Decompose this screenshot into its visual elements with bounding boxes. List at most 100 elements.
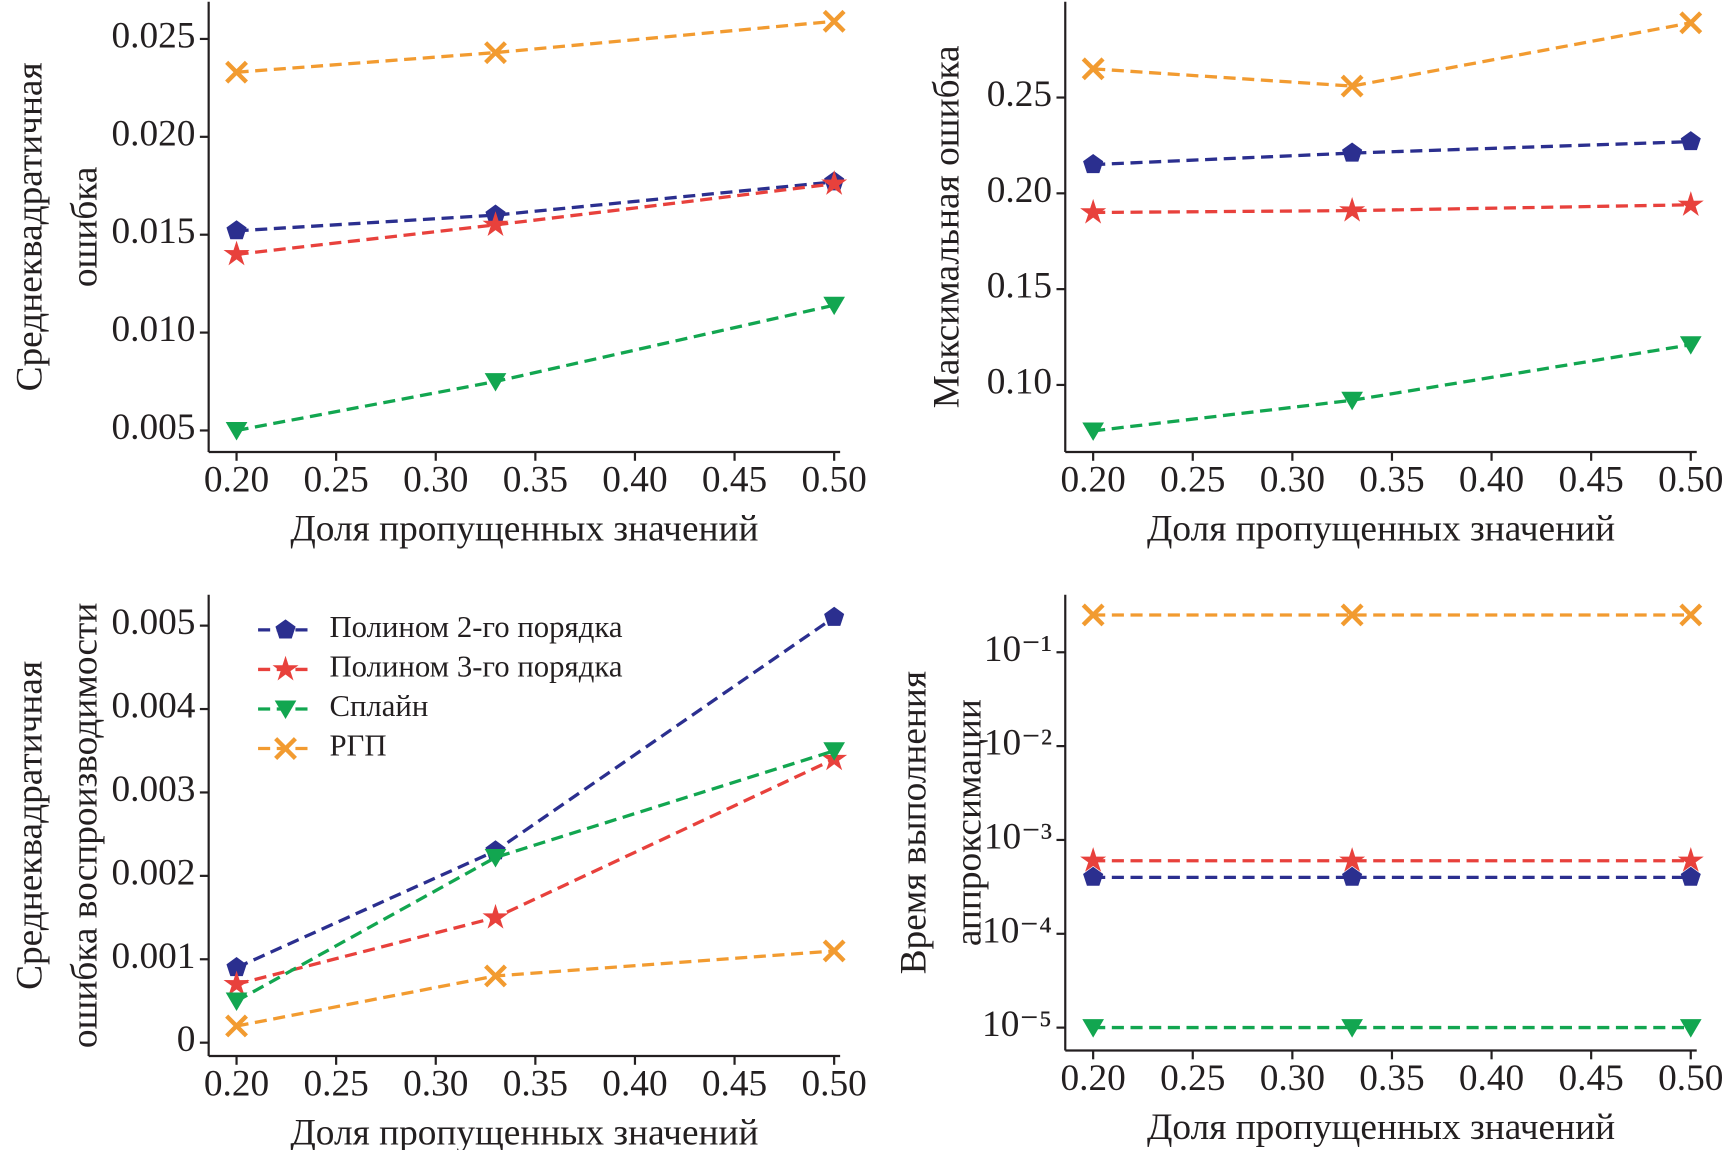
y-tick-label: 0.005: [111, 602, 195, 643]
y-axis-label: Среднеквадратичная: [10, 62, 51, 391]
y-tick-label: 0.003: [111, 769, 195, 810]
marker: [1082, 422, 1105, 441]
x-axis-label: Доля пропущенных значений: [290, 509, 758, 550]
y-tick-label: 0.005: [111, 407, 195, 448]
x-axis-label: Доля пропущенных значений: [1147, 509, 1615, 550]
x-tick-label: 0.50: [801, 1063, 866, 1104]
x-tick-label: 0.20: [204, 459, 269, 500]
series-line: [236, 180, 835, 233]
y-tick-label: 0.025: [111, 15, 195, 56]
marker: [822, 939, 846, 963]
marker: [1080, 847, 1107, 872]
marker: [1083, 866, 1104, 886]
marker: [1339, 847, 1366, 872]
x-tick-label: 0.45: [1558, 1058, 1623, 1099]
series-line: [236, 949, 835, 1028]
x-tick-label: 0.30: [403, 459, 468, 500]
legend-marker: [272, 655, 299, 681]
y-tick-label: 0.020: [111, 113, 195, 154]
x-tick-label: 0.20: [1060, 459, 1125, 500]
marker: [1081, 603, 1105, 627]
series-line: [1093, 203, 1691, 215]
y-tick-label: 0.001: [111, 936, 195, 977]
marker: [1679, 336, 1702, 355]
x-tick-label: 0.45: [702, 459, 767, 500]
marker: [1340, 74, 1364, 98]
marker: [1679, 603, 1703, 627]
x-tick-label: 0.50: [1658, 459, 1722, 500]
marker: [482, 211, 509, 237]
x-tick-label: 0.30: [403, 1063, 468, 1104]
y-axis-label: аппроксимации: [948, 699, 989, 946]
marker: [484, 41, 507, 65]
y-tick-label: 10⁻⁵: [982, 1004, 1052, 1045]
x-tick-label: 0.40: [1459, 459, 1524, 500]
y-axis-label: ошибка: [64, 166, 105, 287]
legend-label: Полином 2-го порядка: [329, 610, 622, 644]
x-tick-label: 0.25: [303, 459, 368, 500]
marker: [1680, 866, 1701, 886]
marker: [1081, 57, 1105, 81]
x-tick-label: 0.25: [1160, 459, 1225, 500]
x-tick-label: 0.45: [702, 1063, 767, 1104]
series-line: [1093, 21, 1692, 88]
marker: [1083, 154, 1104, 174]
marker: [1680, 131, 1701, 151]
legend-label: РГП: [329, 729, 386, 763]
y-tick-label: 0.015: [111, 211, 195, 252]
y-axis-label: Время выполнения: [894, 671, 935, 974]
x-tick-label: 0.45: [1558, 459, 1623, 500]
series-line: [235, 749, 835, 1003]
marker: [482, 903, 509, 929]
y-tick-label: 0.002: [111, 852, 195, 893]
x-tick-label: 0.50: [1658, 1058, 1722, 1099]
y-tick-label: 0.010: [111, 309, 195, 350]
marker: [1339, 196, 1366, 222]
marker: [225, 1014, 248, 1038]
x-tick-label: 0.50: [801, 459, 866, 500]
y-tick-label: 0.25: [987, 74, 1052, 115]
series-line: [236, 19, 835, 74]
y-tick-label: 10⁻³: [984, 817, 1052, 858]
marker: [823, 296, 846, 316]
marker: [1341, 1019, 1363, 1038]
y-tick-label: 0: [177, 1019, 196, 1060]
series-line: [1093, 139, 1691, 167]
marker: [1677, 847, 1704, 872]
x-tick-label: 0.25: [303, 1063, 368, 1104]
y-tick-label: 10⁻²: [984, 723, 1052, 764]
y-tick-label: 0.10: [987, 362, 1052, 403]
x-tick-label: 0.40: [1459, 1058, 1524, 1099]
series-line: [1092, 343, 1692, 433]
x-tick-label: 0.35: [1359, 459, 1424, 500]
marker: [824, 606, 845, 626]
x-tick-label: 0.35: [503, 1063, 568, 1104]
legend-marker: [275, 619, 296, 639]
marker: [1341, 391, 1363, 411]
y-axis-label: ошибка воспроизводимости: [64, 603, 105, 1048]
y-tick-label: 0.20: [987, 170, 1052, 211]
marker: [484, 964, 507, 988]
marker: [1677, 191, 1704, 216]
marker: [822, 9, 846, 33]
y-tick-label: 0.004: [111, 686, 195, 727]
marker: [223, 240, 250, 266]
x-tick-label: 0.40: [602, 1063, 667, 1104]
marker: [1340, 603, 1364, 627]
marker: [223, 970, 250, 996]
x-tick-label: 0.20: [1060, 1058, 1125, 1099]
x-tick-label: 0.35: [503, 459, 568, 500]
x-axis-label: Доля пропущенных значений: [1147, 1107, 1615, 1148]
x-tick-label: 0.20: [204, 1063, 269, 1104]
marker: [1082, 1019, 1105, 1038]
legend-label: Сплайн: [329, 689, 428, 723]
marker: [484, 849, 507, 868]
x-tick-label: 0.25: [1160, 1058, 1225, 1099]
y-axis-label: Максимальная ошибка: [927, 45, 968, 408]
x-axis-label: Доля пропущенных значений: [290, 1113, 758, 1150]
marker: [1080, 198, 1107, 224]
marker: [821, 170, 848, 195]
marker: [823, 742, 846, 761]
